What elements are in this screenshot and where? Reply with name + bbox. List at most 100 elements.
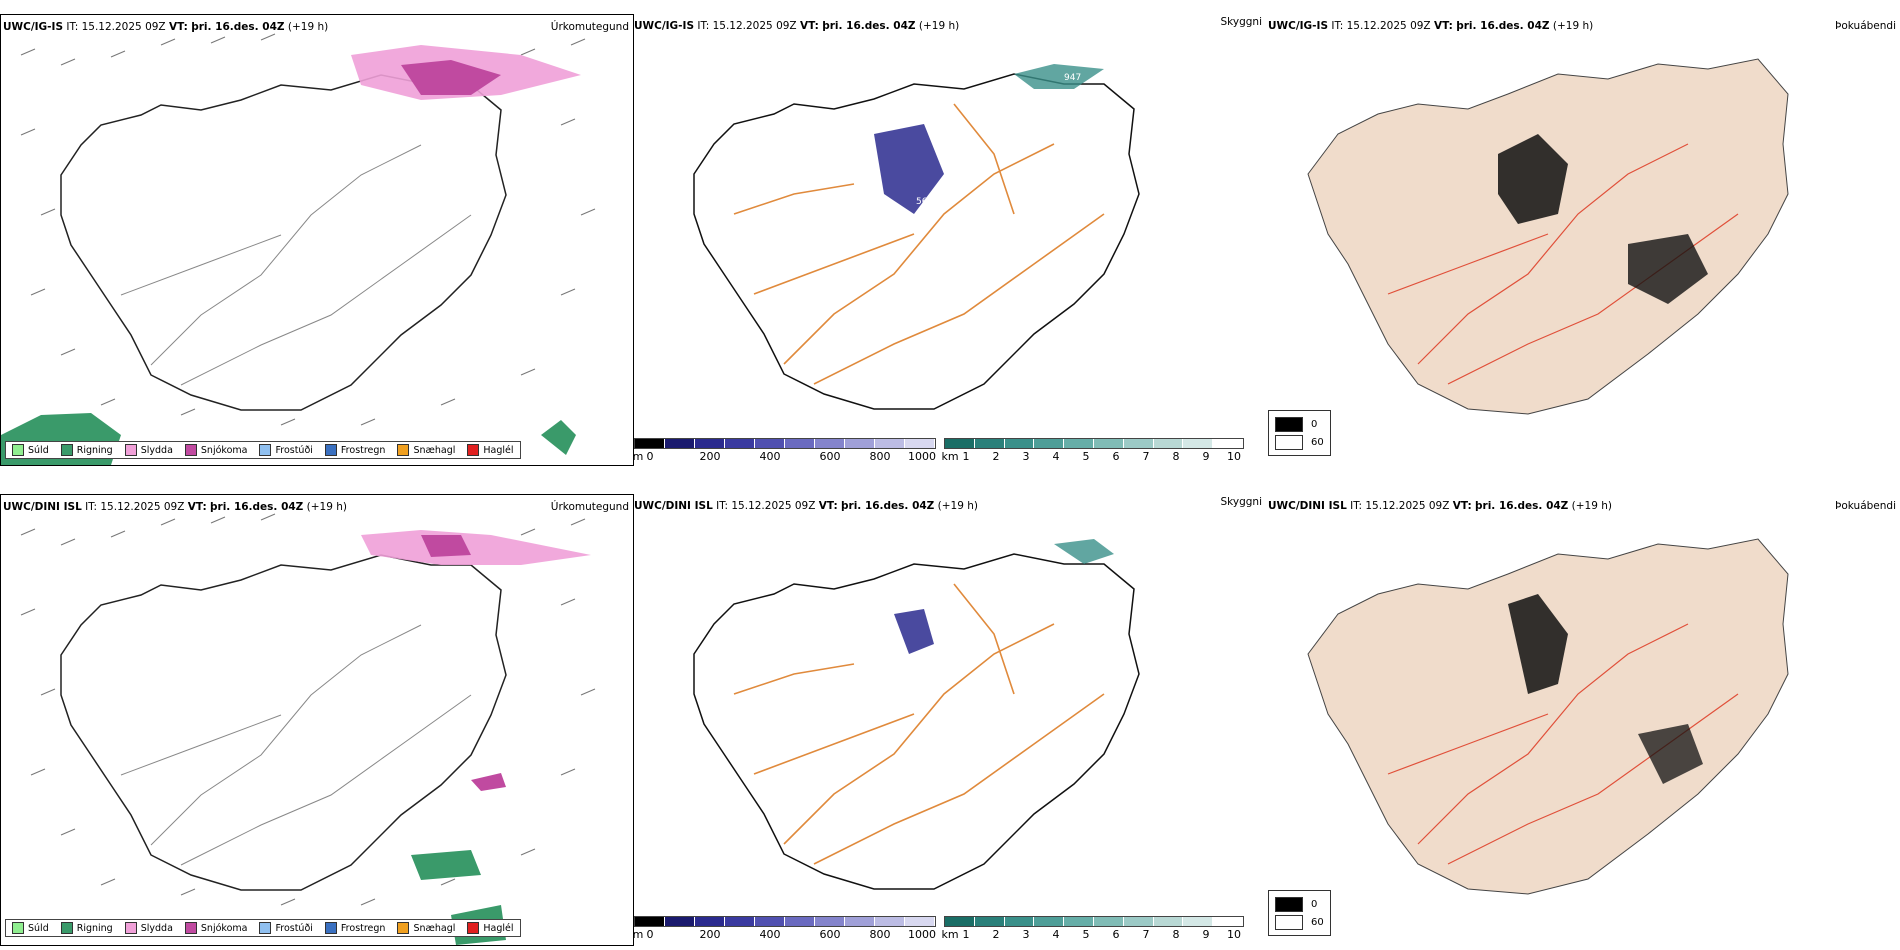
low-visibility-area bbox=[1054, 539, 1114, 564]
elevation-tick: 400 bbox=[759, 928, 781, 941]
visibility-panel-top: 947 56 UWC/IG-IS IT: 15.12.2025 09Z VT: … bbox=[634, 14, 1266, 464]
fog-area bbox=[1638, 724, 1703, 784]
elevation-tick: 600 bbox=[819, 928, 841, 941]
road-network bbox=[1387, 623, 1739, 865]
iceland-outline bbox=[60, 554, 507, 891]
elevation-tick: 1000 bbox=[908, 450, 936, 463]
panel-header: UWC/DINI ISL IT: 15.12.2025 09Z VT: þri.… bbox=[634, 500, 978, 512]
elevation-colorbar-bar bbox=[634, 438, 936, 449]
fog-legend-swatch bbox=[1275, 416, 1303, 432]
visibility-tick: 8 bbox=[1172, 928, 1180, 941]
panel-header: UWC/IG-IS IT: 15.12.2025 09Z VT: þri. 16… bbox=[634, 20, 960, 32]
precip-type-panel-bottom: UWC/DINI ISL IT: 15.12.2025 09Z VT: þri.… bbox=[0, 494, 634, 946]
low-visibility-area bbox=[894, 609, 934, 654]
visibility-tick: 7 bbox=[1142, 928, 1150, 941]
visibility-tick: 1 bbox=[962, 928, 970, 941]
iceland-outline bbox=[60, 74, 507, 411]
legend-swatch bbox=[259, 444, 272, 456]
panel-title-fog-index: Þokuábendi bbox=[1835, 500, 1896, 512]
panel-title-precip-type: Úrkomutegund bbox=[550, 501, 629, 513]
elevation-colorbar: m 0 200 400 600 800 1000 bbox=[634, 438, 936, 464]
elevation-tick: 200 bbox=[699, 928, 721, 941]
legend-swatch bbox=[259, 922, 272, 934]
visibility-tick: 10 bbox=[1227, 450, 1241, 463]
legend-swatch bbox=[60, 444, 73, 456]
elevation-colorbar-bar bbox=[634, 916, 936, 927]
fog-legend: 0 60 bbox=[1268, 890, 1331, 936]
visibility-colorbar-bar bbox=[944, 438, 1244, 449]
fog-area bbox=[1628, 234, 1708, 304]
legend-swatch bbox=[397, 922, 410, 934]
legend-swatch bbox=[324, 922, 337, 934]
fog-legend-swatch bbox=[1275, 896, 1303, 912]
visibility-unit: km bbox=[941, 450, 959, 463]
legend-swatch bbox=[184, 922, 197, 934]
panel-header: UWC/IG-IS IT: 15.12.2025 09Z VT: þri. 16… bbox=[3, 21, 329, 33]
legend-swatch bbox=[467, 922, 480, 934]
elevation-tick: 0 bbox=[646, 928, 654, 941]
heavy-snow-area bbox=[471, 773, 506, 791]
elevation-tick: 200 bbox=[699, 450, 721, 463]
visibility-colorbar: km 1 2 3 4 5 6 7 8 9 10 bbox=[941, 916, 1244, 942]
iceland-fill bbox=[1307, 58, 1789, 415]
precip-legend: Súld Rigning Slydda Snjókoma Frostúði Fr… bbox=[5, 919, 521, 937]
elevation-tick: 1000 bbox=[908, 928, 936, 941]
legend-swatch bbox=[12, 922, 24, 934]
snow-area bbox=[361, 530, 591, 565]
legend-swatch bbox=[12, 444, 24, 456]
visibility-colorbar: km 1 2 3 4 5 6 7 8 9 10 bbox=[941, 438, 1244, 464]
legend-swatch bbox=[467, 444, 480, 456]
visibility-tick: 4 bbox=[1052, 928, 1060, 941]
visibility-tick: 5 bbox=[1082, 450, 1090, 463]
fog-index-panel-top: UWC/IG-IS IT: 15.12.2025 09Z VT: þri. 16… bbox=[1268, 14, 1900, 464]
elevation-tick: 600 bbox=[819, 450, 841, 463]
fog-area bbox=[1508, 594, 1568, 694]
visibility-tick: 2 bbox=[992, 450, 1000, 463]
wind-barbs bbox=[20, 33, 596, 426]
visibility-tick: 1 bbox=[962, 450, 970, 463]
visibility-tick: 5 bbox=[1082, 928, 1090, 941]
fog-legend-swatch bbox=[1275, 434, 1303, 450]
visibility-map-bottom bbox=[693, 539, 1140, 890]
iceland-outline bbox=[693, 553, 1140, 890]
elevation-tick: 400 bbox=[759, 450, 781, 463]
panel-header: UWC/DINI ISL IT: 15.12.2025 09Z VT: þri.… bbox=[3, 501, 347, 513]
elevation-tick: 800 bbox=[869, 928, 891, 941]
precip-legend: Súld Rigning Slydda Snjókoma Frostúði Fr… bbox=[5, 441, 521, 459]
panel-header: UWC/IG-IS IT: 15.12.2025 09Z VT: þri. 16… bbox=[1268, 20, 1594, 32]
elevation-tick: 0 bbox=[646, 450, 654, 463]
iceland-outline bbox=[693, 73, 1140, 410]
fog-map-top bbox=[1307, 58, 1789, 415]
legend-swatch bbox=[397, 444, 410, 456]
heavy-snow-area bbox=[421, 535, 471, 557]
visibility-tick: 2 bbox=[992, 928, 1000, 941]
elevation-unit: m bbox=[634, 450, 644, 463]
panel-title-visibility: Skyggni bbox=[1220, 496, 1263, 508]
fog-legend: 0 60 bbox=[1268, 410, 1331, 456]
low-visibility-area bbox=[874, 124, 944, 214]
panel-header: UWC/DINI ISL IT: 15.12.2025 09Z VT: þri.… bbox=[1268, 500, 1612, 512]
road-network bbox=[733, 583, 1105, 865]
visibility-tick: 9 bbox=[1202, 450, 1210, 463]
rain-area bbox=[411, 850, 481, 880]
road-network bbox=[120, 624, 472, 866]
elevation-unit: m bbox=[634, 928, 644, 941]
low-visibility-area bbox=[1014, 64, 1104, 89]
visibility-tick: 6 bbox=[1112, 450, 1120, 463]
visibility-tick: 7 bbox=[1142, 450, 1150, 463]
visibility-tick: 4 bbox=[1052, 450, 1060, 463]
precip-map-bottom bbox=[20, 513, 596, 945]
elevation-colorbar: m 0 200 400 600 800 1000 bbox=[634, 916, 936, 942]
visibility-map-top: 947 56 bbox=[693, 64, 1140, 410]
legend-swatch bbox=[124, 922, 137, 934]
fog-area bbox=[1498, 134, 1568, 224]
legend-swatch bbox=[324, 444, 337, 456]
legend-swatch bbox=[124, 444, 137, 456]
fog-legend-swatch bbox=[1275, 914, 1303, 930]
fog-index-panel-bottom: UWC/DINI ISL IT: 15.12.2025 09Z VT: þri.… bbox=[1268, 494, 1900, 944]
legend-swatch bbox=[60, 922, 73, 934]
fog-map-bottom bbox=[1307, 538, 1789, 895]
visibility-tick: 3 bbox=[1022, 450, 1030, 463]
precip-map-top bbox=[1, 33, 596, 465]
visibility-tick: 10 bbox=[1227, 928, 1241, 941]
